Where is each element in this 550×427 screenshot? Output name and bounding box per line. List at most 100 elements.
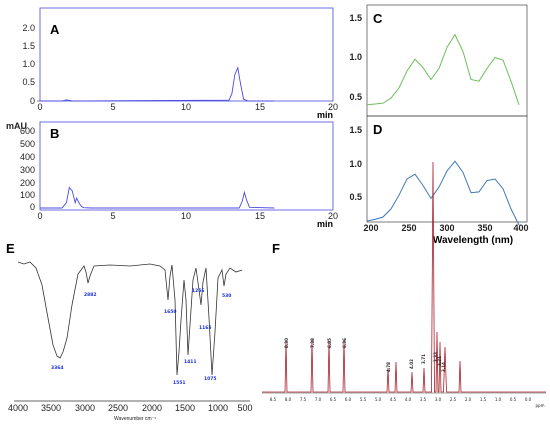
c-ytick: 1.5 xyxy=(349,13,362,23)
d-ytick: 1.5 xyxy=(349,125,362,135)
f-nmr-spectrum-line xyxy=(262,161,546,393)
panel-c-y-ticks: 0.5 1.0 1.5 xyxy=(349,13,362,102)
e-peak-label: 3364 xyxy=(51,365,64,371)
panel-a-x-ticks: 0 5 10 15 20 xyxy=(37,102,338,112)
panel-a-letter: A xyxy=(50,22,60,37)
f-xtick: 8.0 xyxy=(285,397,292,402)
panel-a-hplc: A 0 0.5 1.0 1.5 2.0 0 5 10 15 20 min xyxy=(22,7,338,120)
a-ytick: 0 xyxy=(30,96,35,106)
f-xtick: 5.0 xyxy=(375,397,382,402)
b-ytitle: mAU xyxy=(6,121,27,131)
f-peak-label: 6.85 xyxy=(327,338,332,348)
panel-e-peak-labels: 3364 2882 1650 1551 1411 1256 1165 1075 … xyxy=(51,288,231,386)
a-ytick: 1.0 xyxy=(22,59,35,69)
panel-d-y-ticks: 0.5 1.0 1.5 xyxy=(349,125,362,202)
f-xtick: 2.5 xyxy=(450,397,457,402)
e-xtick: 3500 xyxy=(41,403,61,413)
b-ytick: 300 xyxy=(20,165,35,175)
e-peak-label: 1411 xyxy=(184,359,197,365)
b-ytick: 500 xyxy=(20,139,35,149)
panel-b-frame xyxy=(39,121,334,211)
f-xtick: 2.0 xyxy=(465,397,472,402)
f-peak-label: 3.71 xyxy=(421,354,426,364)
e-peak-label: 1650 xyxy=(164,309,177,315)
f-peak-label: 3.14 xyxy=(441,362,446,372)
b-ytick: 0 xyxy=(30,202,35,212)
a-ytick: 0.5 xyxy=(22,77,35,87)
e-xtick: 500 xyxy=(237,403,252,413)
d-ytick: 1.0 xyxy=(349,159,362,169)
d-xtick: 250 xyxy=(401,223,416,233)
c-ytick: 1.0 xyxy=(349,52,362,62)
f-xtick: 3.5 xyxy=(420,397,427,402)
e-peak-label: 2882 xyxy=(84,292,97,298)
a-chromatogram-line xyxy=(40,66,275,102)
d-xlabel: Wavelength (nm) xyxy=(433,235,513,246)
f-peak-label: 8.30 xyxy=(284,338,289,348)
panel-e-ir: E 4000 3500 3000 2500 2000 1500 1000 500… xyxy=(6,241,253,422)
a-ytick: 1.5 xyxy=(22,41,35,51)
f-xtick: 1.0 xyxy=(495,397,502,402)
panel-f-x-ticks: 8.5 8.0 7.5 7.0 6.5 6.0 5.5 5.0 4.5 4.0 … xyxy=(270,397,532,402)
e-xtick: 2000 xyxy=(142,403,162,413)
panel-f-peak-labels: 8.30 7.38 6.85 6.36 4.78 4.02 3.71 3.33 … xyxy=(284,338,446,372)
b-ytick: 200 xyxy=(20,178,35,188)
f-peak-label: 4.02 xyxy=(409,359,414,369)
c-ytick: 0.5 xyxy=(349,92,362,102)
f-xlabel: ppm xyxy=(536,403,545,408)
d-xtick: 400 xyxy=(513,223,528,233)
f-xtick: 8.5 xyxy=(270,397,277,402)
a-xtick: 10 xyxy=(181,102,191,112)
e-ir-spectrum-line xyxy=(17,261,243,376)
f-xtick: 0.5 xyxy=(510,397,517,402)
panel-a-frame xyxy=(39,7,334,102)
a-xtick: 0 xyxy=(37,102,42,112)
f-xtick: 6.5 xyxy=(330,397,337,402)
panel-d-frame xyxy=(366,115,528,223)
e-xtick: 2500 xyxy=(108,403,128,413)
e-xtick: 1500 xyxy=(175,403,195,413)
e-xtick: 1000 xyxy=(208,403,228,413)
f-xtick: 1.5 xyxy=(480,397,487,402)
b-ytick: 400 xyxy=(20,152,35,162)
panel-c-letter: C xyxy=(373,11,383,26)
a-ytick: 2.0 xyxy=(22,23,35,33)
e-peak-label: 1075 xyxy=(204,376,217,382)
f-xtick: 4.5 xyxy=(390,397,397,402)
f-xtick: 4.0 xyxy=(405,397,412,402)
panel-b-letter: B xyxy=(50,126,59,141)
b-xtick: 0 xyxy=(37,211,42,221)
panel-e-letter: E xyxy=(6,241,15,256)
b-xtick: 5 xyxy=(110,211,115,221)
a-xtick: 15 xyxy=(255,102,265,112)
f-xtick: 6.0 xyxy=(345,397,352,402)
a-xtick: 5 xyxy=(110,102,115,112)
d-xtick: 200 xyxy=(363,223,378,233)
f-xtick: 3.0 xyxy=(435,397,442,402)
b-chromatogram-line xyxy=(40,186,275,209)
a-xtick: 20 xyxy=(328,102,338,112)
d-ytick: 0.5 xyxy=(349,192,362,202)
b-xtick: 15 xyxy=(255,211,265,221)
panel-f-letter: F xyxy=(272,241,280,256)
panel-d-uv: D 0.5 1.0 1.5 200 250 300 350 400 Wavele… xyxy=(349,115,529,246)
panel-d-x-ticks: 200 250 300 350 400 xyxy=(363,223,528,233)
a-xlabel: min xyxy=(317,110,333,120)
panel-b-y-ticks: 0 100 200 300 400 500 600 xyxy=(20,126,35,212)
e-peak-label: 1165 xyxy=(199,325,212,331)
f-xtick: 5.5 xyxy=(360,397,367,402)
f-peak-label: 3.33 xyxy=(433,352,438,362)
f-peak-label: 4.78 xyxy=(386,362,391,372)
panel-f-nmr: F 8.5 8.0 7.5 7.0 6.5 6.0 5.5 5.0 4.5 4.… xyxy=(262,161,546,408)
b-ytick: 100 xyxy=(20,190,35,200)
panel-a-y-ticks: 0 0.5 1.0 1.5 2.0 xyxy=(22,23,40,106)
f-xtick: 7.0 xyxy=(315,397,322,402)
b-xtick: 10 xyxy=(181,211,191,221)
d-xtick: 300 xyxy=(439,223,454,233)
e-xlabel: Wavenumber cm⁻¹ xyxy=(114,416,156,422)
f-xtick: 0.0 xyxy=(525,397,532,402)
f-peak-label: 6.36 xyxy=(342,338,347,348)
e-peak-label: 1256 xyxy=(192,288,205,294)
e-xtick: 3000 xyxy=(75,403,95,413)
